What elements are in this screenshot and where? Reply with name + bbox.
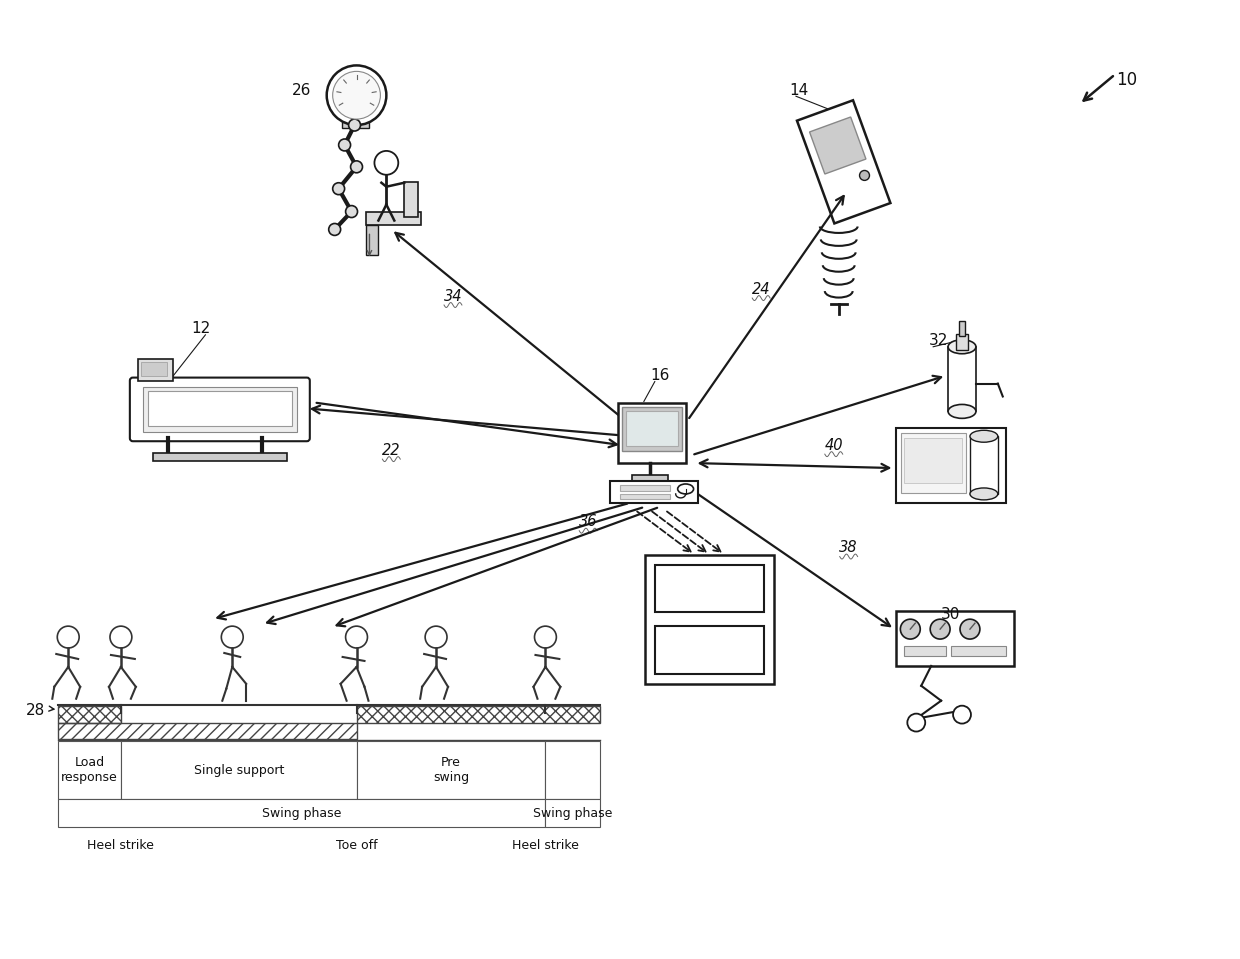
Circle shape: [908, 713, 925, 732]
Circle shape: [346, 205, 357, 218]
Bar: [655, 626, 764, 674]
Circle shape: [960, 620, 980, 639]
Bar: [58, 706, 122, 722]
Text: 32: 32: [929, 334, 947, 348]
Ellipse shape: [970, 431, 998, 442]
Circle shape: [351, 161, 362, 173]
Circle shape: [930, 620, 950, 639]
Circle shape: [110, 626, 131, 648]
Bar: [138, 359, 172, 381]
Circle shape: [57, 626, 79, 648]
Text: 10: 10: [1116, 71, 1137, 89]
Circle shape: [326, 65, 387, 125]
Circle shape: [332, 183, 345, 195]
Circle shape: [425, 626, 446, 648]
Bar: [959, 321, 965, 336]
Bar: [901, 433, 966, 493]
Circle shape: [339, 139, 351, 151]
Circle shape: [348, 119, 361, 131]
Bar: [904, 646, 946, 656]
Bar: [956, 334, 968, 350]
Text: 14: 14: [790, 82, 808, 98]
Circle shape: [221, 626, 243, 648]
Bar: [367, 225, 378, 255]
Ellipse shape: [678, 484, 693, 494]
Bar: [645, 554, 774, 684]
Bar: [404, 182, 418, 217]
Bar: [153, 454, 286, 461]
Bar: [620, 494, 670, 499]
Text: 28: 28: [26, 703, 46, 718]
Text: Swing phase: Swing phase: [533, 807, 613, 820]
Text: Load
response: Load response: [61, 757, 118, 784]
Text: 40: 40: [825, 437, 843, 453]
Circle shape: [534, 626, 557, 648]
Text: 34: 34: [444, 289, 463, 304]
Bar: [620, 485, 670, 491]
Bar: [58, 799, 546, 827]
Bar: [148, 390, 291, 427]
FancyBboxPatch shape: [130, 378, 310, 441]
Bar: [546, 799, 600, 827]
Bar: [357, 741, 546, 799]
Circle shape: [329, 223, 341, 235]
Text: 38: 38: [839, 540, 858, 555]
Ellipse shape: [949, 339, 976, 354]
Text: 12: 12: [191, 321, 210, 337]
Bar: [897, 429, 1006, 503]
Text: 24: 24: [751, 282, 770, 296]
Bar: [949, 347, 976, 411]
Polygon shape: [797, 101, 890, 223]
Bar: [970, 436, 998, 494]
Text: 16: 16: [650, 368, 670, 383]
Bar: [622, 408, 682, 451]
Ellipse shape: [970, 488, 998, 500]
Text: Swing phase: Swing phase: [262, 807, 341, 820]
Bar: [904, 438, 962, 483]
Text: 18: 18: [698, 579, 720, 597]
Bar: [342, 122, 370, 129]
Bar: [610, 481, 698, 503]
Circle shape: [900, 620, 920, 639]
Text: Heel strike: Heel strike: [512, 839, 579, 853]
Bar: [367, 212, 422, 225]
Circle shape: [332, 71, 381, 119]
Text: 22: 22: [382, 443, 401, 457]
Text: Toe off: Toe off: [336, 839, 377, 853]
Text: Heel strike: Heel strike: [88, 839, 154, 853]
Bar: [626, 411, 678, 446]
Text: 36: 36: [579, 514, 598, 529]
Bar: [655, 565, 764, 612]
Circle shape: [346, 626, 367, 648]
Circle shape: [374, 151, 398, 175]
Bar: [122, 741, 357, 799]
Bar: [357, 706, 600, 722]
Text: Pre
swing: Pre swing: [433, 757, 469, 784]
Bar: [143, 386, 296, 433]
Bar: [58, 722, 357, 739]
Circle shape: [954, 706, 971, 724]
Bar: [951, 646, 1006, 656]
Circle shape: [859, 171, 869, 180]
Bar: [632, 475, 667, 481]
Text: 30: 30: [940, 607, 960, 621]
Polygon shape: [810, 117, 866, 174]
Bar: [618, 404, 686, 463]
Bar: [546, 741, 600, 799]
Ellipse shape: [949, 405, 976, 418]
Text: 20: 20: [698, 641, 720, 659]
Text: 26: 26: [293, 82, 311, 98]
Bar: [58, 741, 122, 799]
Bar: [141, 362, 166, 376]
Bar: [897, 611, 1014, 666]
Text: Single support: Single support: [193, 763, 284, 777]
